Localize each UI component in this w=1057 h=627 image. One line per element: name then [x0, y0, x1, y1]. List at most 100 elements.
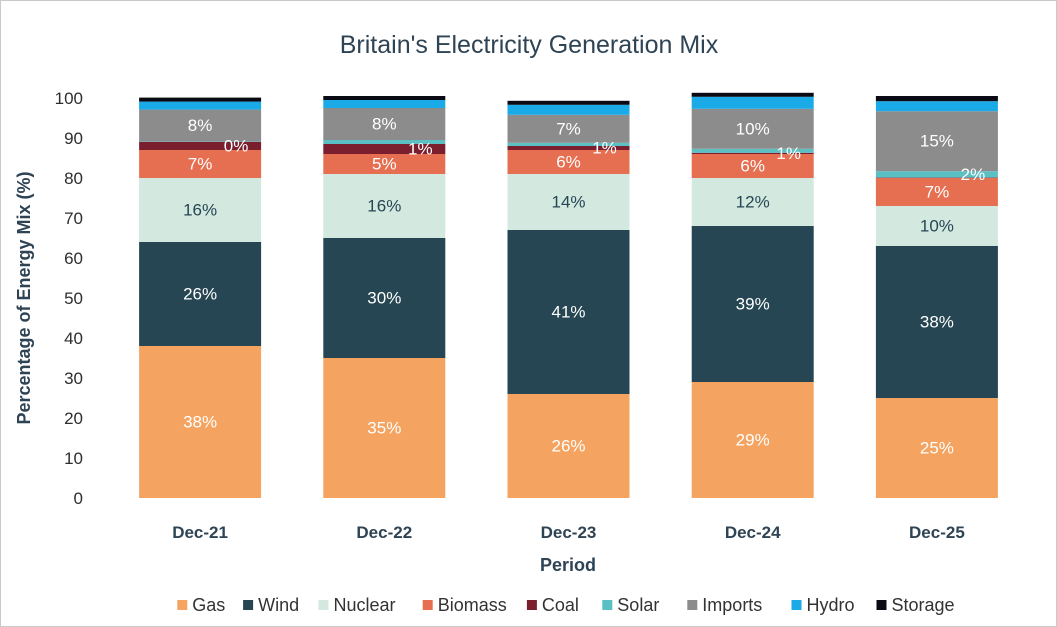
legend-swatch	[177, 600, 188, 610]
y-tick-label: 80	[64, 169, 83, 188]
x-tick-label: Dec-23	[541, 523, 597, 542]
bar-segment-storage	[875, 96, 998, 102]
legend-item-wind: Wind	[243, 595, 299, 615]
data-label-biomass: 7%	[925, 183, 950, 202]
bar-segment-imports	[139, 109, 262, 142]
y-tick-label: 40	[64, 329, 83, 348]
data-label-solar: 2%	[961, 165, 986, 184]
bar-segment-hydro	[875, 101, 998, 112]
bars-group: 38% 26% 16% 7% 0% 8% 35% 30% 16% 5% 1% 8% 26% 41% 14% 6…	[139, 92, 998, 498]
x-axis-title: Period	[540, 555, 596, 575]
bar-stack-dec-22: 35% 30% 16% 5% 1% 8%	[323, 96, 446, 498]
legend-item-imports: Imports	[687, 595, 762, 615]
data-label-wind: 41%	[551, 303, 585, 322]
data-label-nuclear: 16%	[367, 197, 401, 216]
legend-label: Coal	[542, 595, 579, 615]
bar-segment-hydro	[691, 96, 814, 109]
legend-swatch	[526, 600, 537, 610]
y-tick-label: 70	[64, 209, 83, 228]
legend-item-gas: Gas	[177, 595, 225, 615]
data-label-coal: 1%	[592, 139, 617, 158]
y-tick-label: 50	[64, 289, 83, 308]
bar-segment-wind	[139, 242, 262, 346]
bar-segment-storage	[323, 96, 446, 100]
bar-segment-biomass	[323, 154, 446, 174]
bar-segment-storage	[691, 92, 814, 97]
data-label-gas: 29%	[736, 431, 770, 450]
bar-segment-imports	[323, 108, 446, 140]
bar-segment-hydro	[507, 104, 630, 115]
data-label-wind: 26%	[183, 285, 217, 304]
data-label-gas: 35%	[367, 419, 401, 438]
legend: Gas Wind Nuclear Biomass Coal Solar Imports Hyd…	[177, 595, 955, 615]
legend-swatch	[243, 600, 254, 610]
data-label-nuclear: 12%	[736, 193, 770, 212]
bar-segment-biomass	[875, 178, 998, 206]
bar-stack-dec-21: 38% 26% 16% 7% 0% 8%	[139, 97, 262, 498]
bar-segment-coal	[691, 152, 814, 154]
bar-segment-nuclear	[323, 174, 446, 238]
bar-stack-dec-25: 25% 38% 10% 7% 2% 15%	[875, 96, 998, 498]
bar-segment-coal	[507, 146, 630, 150]
bar-segment-gas	[507, 394, 630, 498]
y-tick-label: 30	[64, 369, 83, 388]
bar-segment-biomass	[139, 150, 262, 178]
bar-stack-dec-23: 26% 41% 14% 6% 1% 7%	[507, 100, 630, 498]
x-tick-label: Dec-25	[909, 523, 965, 542]
data-label-coal: 0%	[224, 137, 249, 156]
legend-swatch	[318, 600, 329, 610]
data-label-wind: 39%	[736, 295, 770, 314]
bar-stack-dec-24: 29% 39% 12% 6% 1% 10%	[691, 92, 814, 498]
data-label-nuclear: 14%	[551, 193, 585, 212]
legend-item-biomass: Biomass	[422, 595, 507, 615]
legend-item-storage: Storage	[876, 595, 955, 615]
bar-segment-imports	[691, 108, 814, 149]
bar-segment-wind	[323, 238, 446, 358]
bar-segment-imports	[875, 111, 998, 172]
legend-label: Hydro	[807, 595, 855, 615]
data-label-gas: 26%	[551, 437, 585, 456]
data-label-imports: 7%	[556, 119, 581, 138]
legend-label: Wind	[258, 595, 299, 615]
x-tick-label: Dec-21	[172, 523, 228, 542]
legend-item-coal: Coal	[526, 595, 579, 615]
bar-segment-storage	[507, 100, 630, 105]
data-label-coal: 1%	[776, 144, 801, 163]
legend-label: Gas	[192, 595, 225, 615]
bar-segment-coal	[139, 142, 262, 150]
legend-label: Storage	[892, 595, 955, 615]
x-tick-label: Dec-24	[725, 523, 781, 542]
legend-swatch	[876, 600, 887, 610]
y-tick-label: 90	[64, 129, 83, 148]
bar-segment-imports	[507, 114, 630, 143]
bar-segment-nuclear	[139, 178, 262, 242]
y-tick-label: 60	[64, 249, 83, 268]
data-label-gas: 25%	[920, 439, 954, 458]
data-label-imports: 10%	[736, 119, 770, 138]
legend-label: Solar	[617, 595, 659, 615]
bar-segment-wind	[507, 230, 630, 394]
data-label-imports: 8%	[372, 115, 397, 134]
legend-label: Imports	[702, 595, 762, 615]
data-label-nuclear: 10%	[920, 217, 954, 236]
y-axis-ticks: 0 10 20 30 40 50 60 70 80 90 100	[55, 89, 83, 508]
legend-label: Biomass	[438, 595, 507, 615]
bar-segment-wind	[875, 246, 998, 398]
legend-swatch	[791, 600, 802, 610]
data-label-nuclear: 16%	[183, 201, 217, 220]
x-tick-label: Dec-22	[356, 523, 412, 542]
chart-title: Britain's Electricity Generation Mix	[340, 31, 719, 59]
y-axis-title: Percentage of Energy Mix (%)	[14, 171, 34, 424]
data-label-wind: 38%	[920, 313, 954, 332]
bar-segment-gas	[323, 358, 446, 498]
bar-segment-solar	[507, 142, 630, 146]
bar-segment-biomass	[507, 150, 630, 174]
legend-item-nuclear: Nuclear	[318, 595, 396, 615]
data-label-biomass: 6%	[740, 157, 765, 176]
data-label-wind: 30%	[367, 289, 401, 308]
bar-segment-storage	[139, 97, 262, 102]
legend-item-solar: Solar	[602, 595, 659, 615]
data-label-biomass: 5%	[372, 155, 397, 174]
